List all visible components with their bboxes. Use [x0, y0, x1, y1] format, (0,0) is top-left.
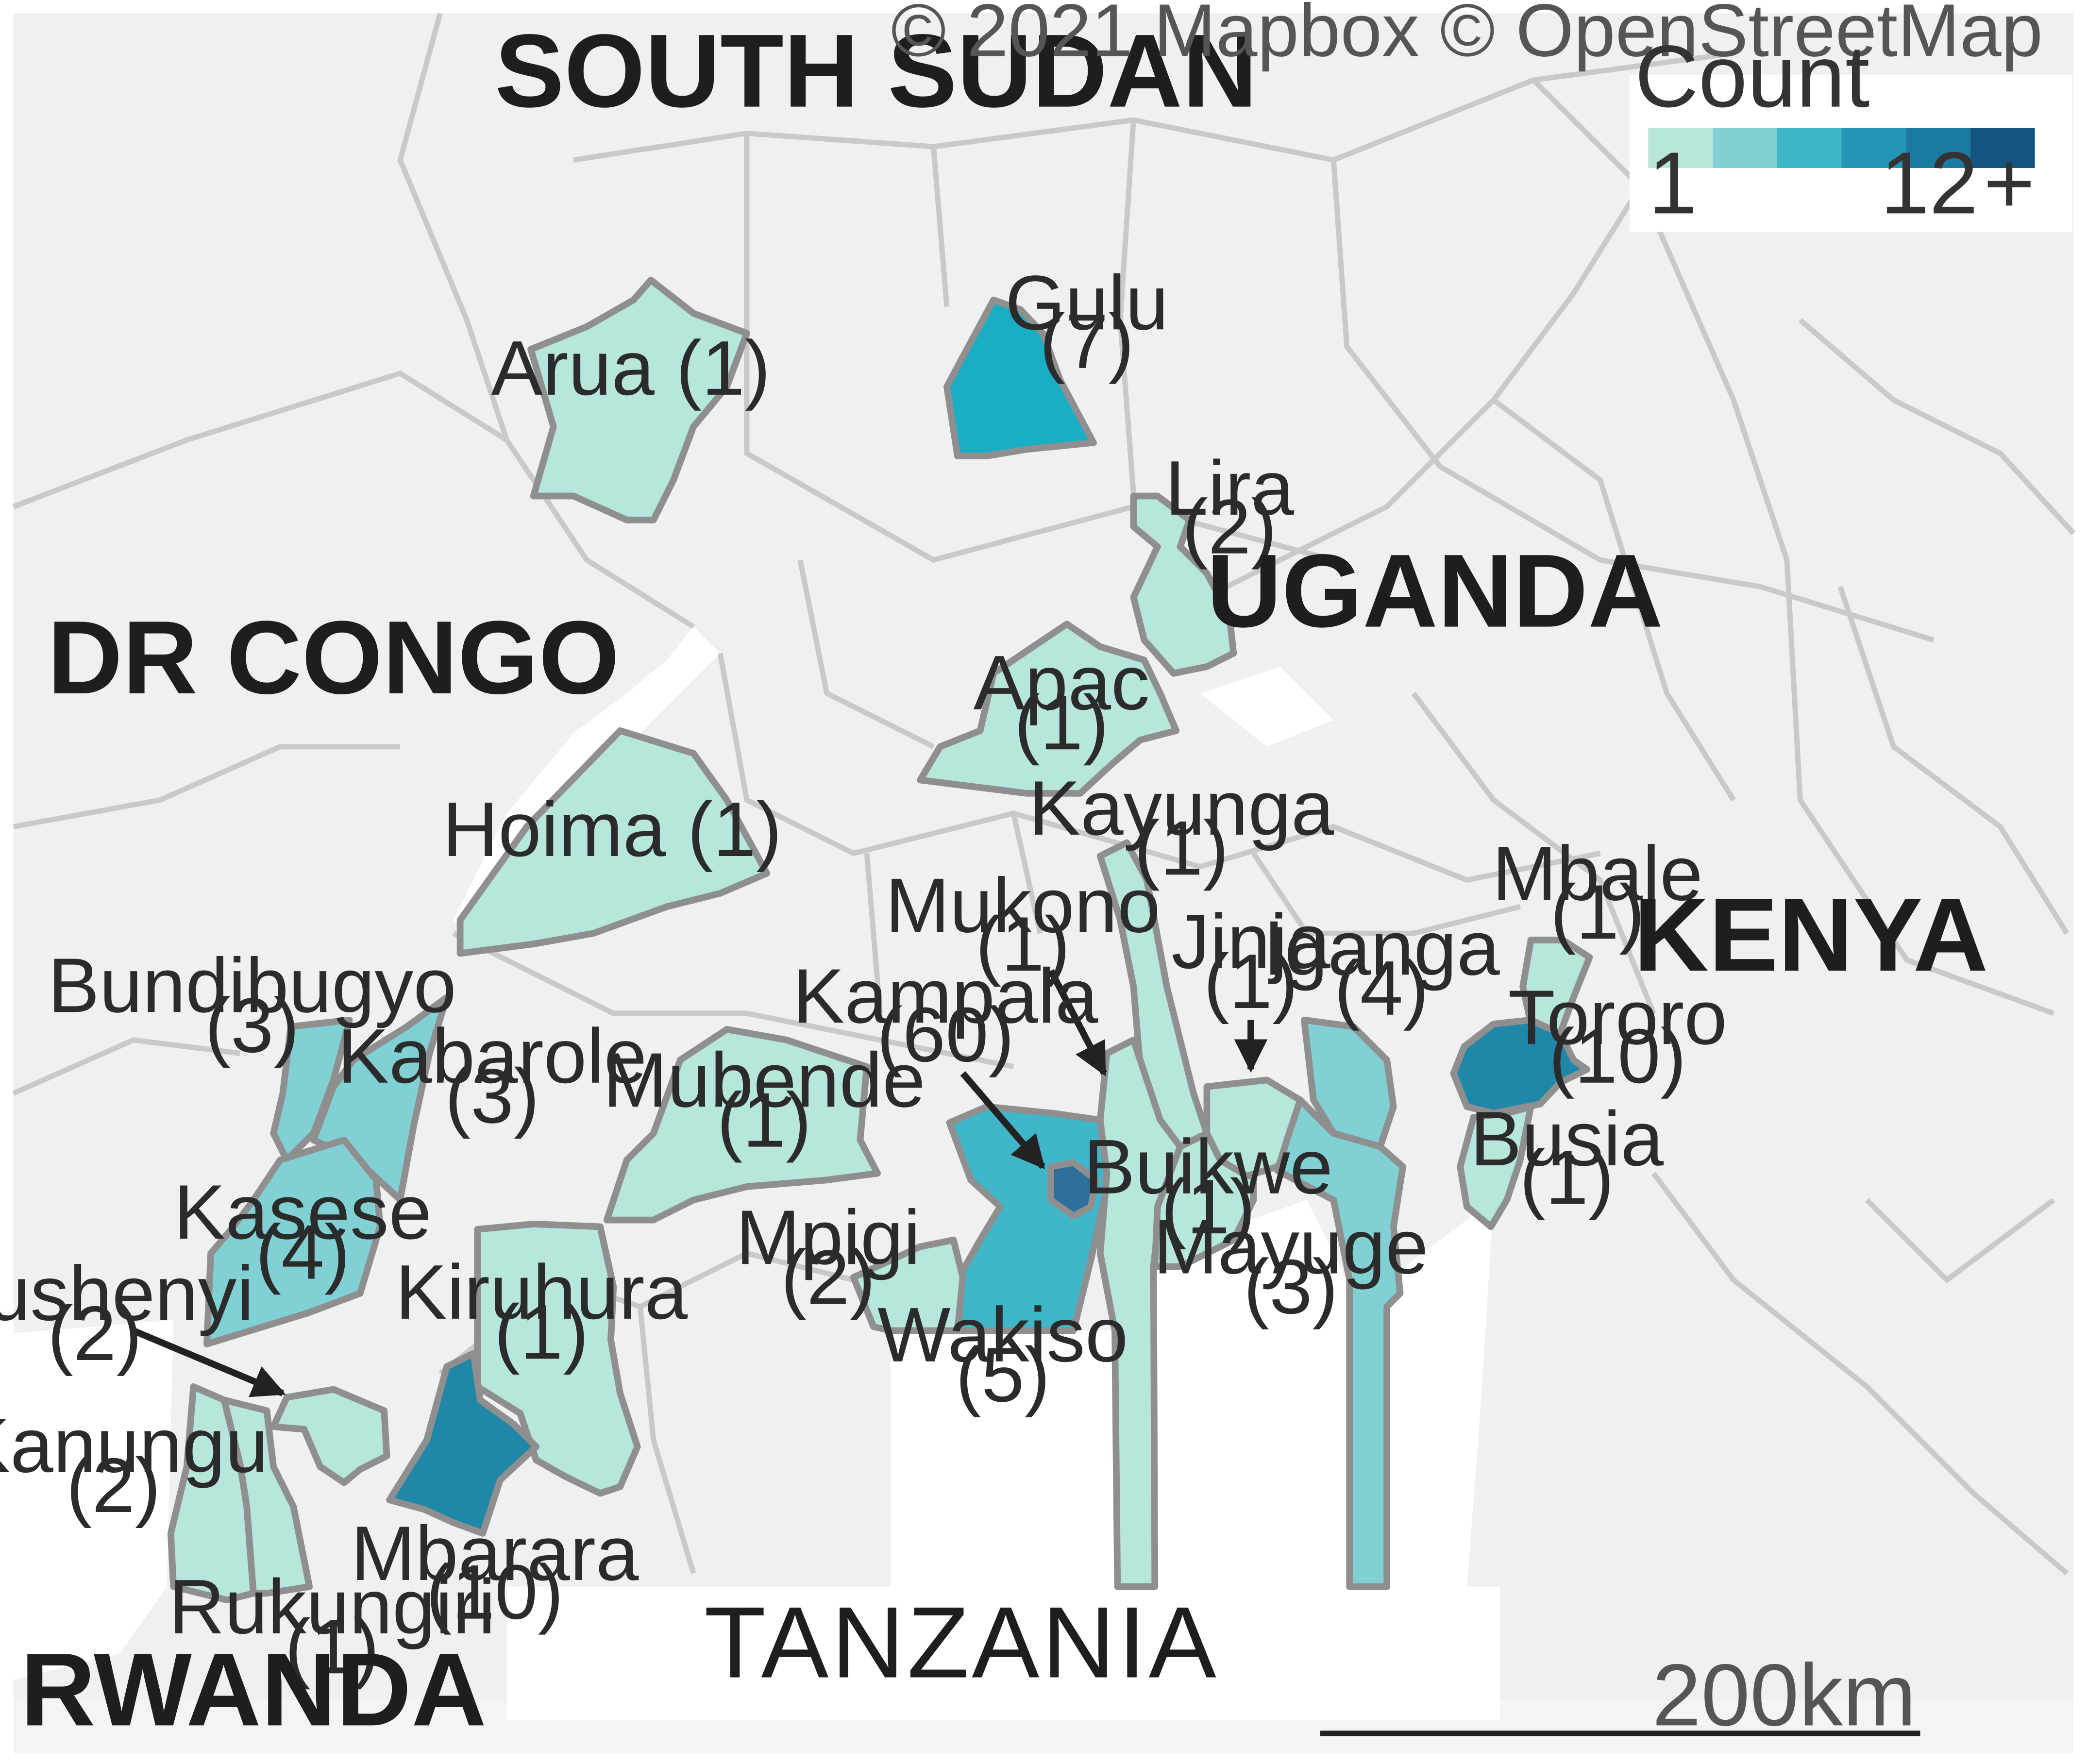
label-kabarole-name: Kabarole [337, 1013, 647, 1099]
district-gulu[interactable] [943, 296, 1097, 460]
label-mbale-count: (1) [1550, 869, 1645, 955]
label-rukungiri-count: (1) [285, 1603, 380, 1690]
label-apac-name: Apac [974, 639, 1150, 726]
district-mubende[interactable] [603, 1026, 881, 1224]
label-kasese-count: (4) [255, 1209, 350, 1295]
district-labels: Arua (1) Gulu (7) Lira (2) Apac (1) Hoim… [0, 259, 1727, 1690]
legend-max-value: 12 [1880, 134, 1978, 232]
label-buikwe-count: (1) [1161, 1163, 1256, 1250]
label-wakiso-count: (5) [956, 1331, 1050, 1418]
legend-color-scale [1648, 128, 2035, 168]
district-mukono[interactable] [1096, 1037, 1184, 1590]
legend-max-label: 12 + [1880, 134, 2035, 232]
country-labels: SOUTH SUDAN DR CONGO UGANDA KENYA TANZAN… [20, 13, 1988, 1748]
label-busia-name: Busia [1470, 1095, 1664, 1182]
admin-boundaries [12, 13, 2076, 1736]
country-south-sudan: SOUTH SUDAN [495, 13, 1258, 129]
label-mbarara-count: (10) [426, 1549, 563, 1635]
label-gulu-count: (7) [1040, 298, 1134, 385]
label-kanungu-name: Kanungu [0, 1402, 268, 1489]
district-arua[interactable] [527, 276, 750, 523]
country-dr-congo: DR CONGO [48, 600, 620, 716]
district-lira[interactable] [1130, 492, 1237, 677]
legend-swatch [1777, 128, 1842, 168]
label-bushenyi-name: Bushenyi [0, 1250, 254, 1337]
district-polygons [167, 276, 1593, 1604]
district-hoima[interactable] [456, 727, 771, 957]
district-busia[interactable] [1457, 1103, 1534, 1230]
district-bundibugyo[interactable] [270, 1016, 353, 1163]
district-kasese[interactable] [203, 1136, 384, 1347]
label-jinja-name: Jinja [1171, 898, 1330, 985]
district-kiruhura[interactable] [474, 1220, 641, 1497]
district-iganga[interactable] [1300, 1016, 1397, 1150]
label-kiruhura-name: Kiruhura [395, 1249, 688, 1335]
label-mukono-count: (1) [976, 901, 1070, 987]
country-tanzania: TANZANIA [704, 1586, 1219, 1699]
district-apac[interactable] [917, 621, 1180, 797]
district-bushenyi[interactable] [270, 1386, 390, 1486]
label-lira-name: Lira [1165, 445, 1294, 531]
label-jinja-count: (1) [1204, 938, 1298, 1025]
label-mbarara-name: Mbarara [351, 1510, 639, 1596]
country-kenya: KENYA [1633, 877, 1988, 993]
label-wakiso-name: Wakiso [877, 1292, 1128, 1378]
district-kampala[interactable] [1047, 1159, 1100, 1220]
district-mayuge[interactable] [1274, 1096, 1406, 1590]
label-mpigi-name: Mpigi [736, 1194, 921, 1280]
legend-title: Count [1635, 28, 1870, 126]
label-mayuge-count: (3) [1244, 1243, 1338, 1330]
district-rukungiri[interactable] [220, 1396, 313, 1597]
label-bushenyi-count: (2) [48, 1290, 142, 1377]
pointer-arrows [132, 969, 1268, 1397]
district-mbale[interactable] [1519, 937, 1593, 1037]
label-kiruhura-count: (1) [494, 1289, 589, 1375]
label-kasese-name: Kasese [174, 1169, 432, 1255]
legend-min-label: 1 [1648, 134, 1697, 232]
scale-bar-label: 200km [1652, 1646, 1916, 1744]
label-tororo-count: (10) [1549, 1013, 1686, 1099]
legend-swatch [1648, 128, 1713, 168]
label-iganga-count: (4) [1334, 945, 1429, 1031]
label-mukono-name: Mukono [885, 862, 1161, 948]
label-hoima: Hoima (1) [442, 786, 782, 873]
label-iganga-name: Iganga [1263, 905, 1500, 991]
label-mubende-count: (1) [717, 1077, 811, 1163]
label-arua: Arua (1) [491, 325, 770, 411]
water-bodies [13, 626, 2074, 1754]
label-kanungu-count: (2) [66, 1442, 161, 1529]
label-kayunga-count: (1) [1134, 805, 1229, 891]
label-apac-count: (1) [1014, 679, 1109, 766]
map-attribution: © 2021 Mapbox © OpenStreetMap [891, 0, 2043, 72]
label-gulu-name: Gulu [1005, 259, 1168, 346]
label-lira-count: (2) [1182, 484, 1277, 570]
label-kabarole-count: (3) [445, 1053, 539, 1139]
label-rukungiri-name: Rukungiri [169, 1563, 496, 1650]
legend-swatch [1713, 128, 1777, 168]
label-mbale-name: Mbale [1492, 830, 1703, 917]
country-rwanda: RWANDA [20, 1631, 487, 1747]
district-mbarara[interactable] [386, 1350, 539, 1537]
label-mayuge-name: Mayuge [1153, 1203, 1429, 1290]
label-buikwe-name: Buikwe [1083, 1124, 1332, 1210]
label-bundibugyo-count: (3) [205, 982, 300, 1069]
label-kampala-name: Kampala [793, 953, 1098, 1039]
label-bundibugyo-name: Bundibugyo [48, 942, 456, 1028]
district-mpigi[interactable] [850, 1236, 966, 1334]
label-tororo-name: Tororo [1508, 974, 1727, 1060]
label-mubende-name: Mubende [603, 1037, 926, 1123]
legend-swatch [1841, 128, 1906, 168]
label-kayunga-name: Kayunga [1029, 765, 1334, 851]
label-kampala-count: (60) [877, 991, 1014, 1078]
label-busia-count: (1) [1519, 1134, 1614, 1221]
legend: Count 1 12 + [1629, 28, 2072, 232]
country-uganda: UGANDA [1207, 533, 1663, 649]
legend-max-suffix: + [1984, 134, 2035, 232]
legend-swatch [1970, 128, 2035, 168]
label-mpigi-count: (2) [781, 1234, 875, 1321]
district-tororo[interactable] [1450, 1016, 1590, 1117]
legend-swatch [1906, 128, 1970, 168]
